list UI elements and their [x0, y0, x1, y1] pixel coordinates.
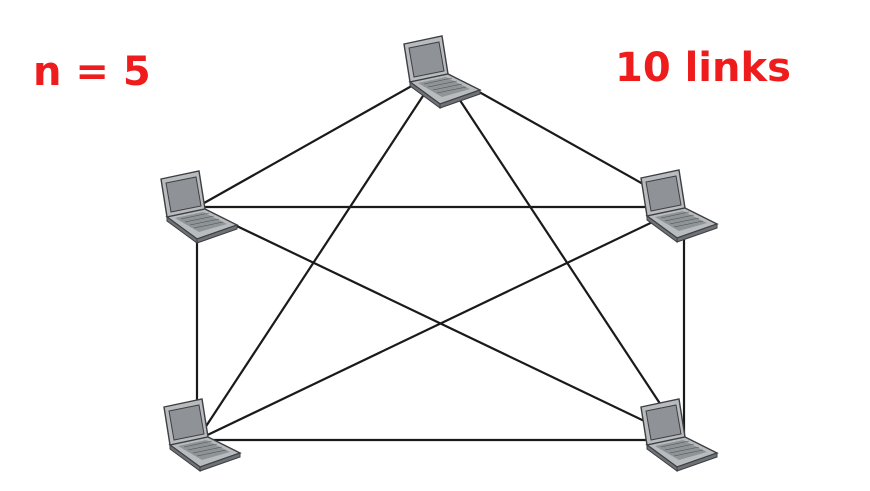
nodes-layer [160, 35, 719, 472]
laptop-icon-upper-left [160, 170, 239, 244]
laptop-icon-lower-right [640, 398, 719, 472]
link-upper-right-lower-left [196, 206, 685, 441]
link-top-upper-left [196, 69, 441, 208]
link-top-lower-left [196, 69, 441, 441]
links-layer [195, 69, 686, 442]
node-count-label: n = 5 [33, 49, 151, 95]
laptop-icon-lower-left [163, 398, 242, 472]
link-count-label: 10 links [615, 45, 791, 91]
laptop-icon-top [403, 35, 482, 109]
link-top-lower-right [439, 69, 685, 441]
laptop-icon-upper-right [640, 169, 719, 243]
